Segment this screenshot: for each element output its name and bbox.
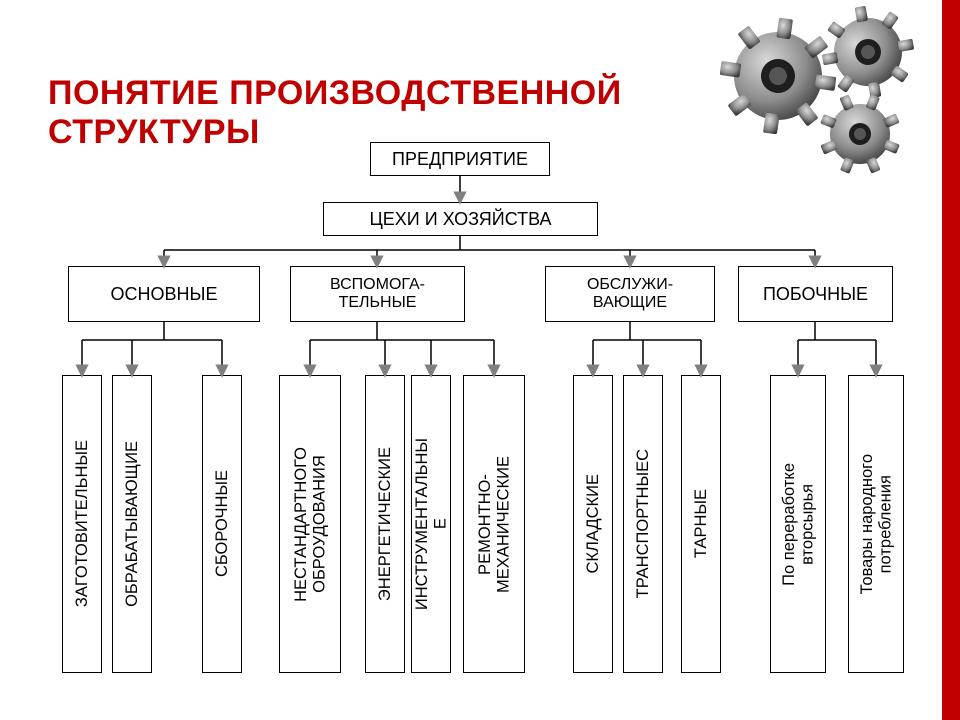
page-title: ПОНЯТИЕ ПРОИЗВОДСТВЕННОЙ СТРУКТУРЫ (48, 74, 688, 152)
leaf-12: Товары народного потребления (848, 375, 904, 673)
leaf-4: НЕСТАНДАРТНОГО ОБРОУДОВАНИЯ (279, 375, 341, 673)
leaf-11: По переработке вторсырья (770, 375, 826, 673)
leaf-7: РЕМОНТНО- МЕХАНИЧЕСКИЕ (463, 375, 525, 673)
leaf-6: ИНСТРУМЕНТАЛЬНЫ Е (411, 375, 451, 673)
leaf-10: ТАРНЫЕ (681, 375, 721, 673)
leaf-9: ТРАНСПОРТНЫЕС (623, 375, 663, 673)
gears-icon (720, 6, 930, 181)
leaf-2: ОБРАБАТЫВАЮЩИЕ (112, 375, 152, 673)
node-level1: ЦЕХИ И ХОЗЯЙСТВА (323, 202, 598, 236)
leaf-5: ЭНЕРГЕТИЧЕСКИЕ (365, 375, 405, 673)
node-root: ПРЕДПРИЯТИЕ (370, 142, 550, 176)
leaf-1: ЗАГОТОВИТЕЛЬНЫЕ (62, 375, 102, 673)
node-group-2: ВСПОМОГА- ТЕЛЬНЫЕ (290, 266, 465, 322)
leaf-3: СБОРОЧНЫЕ (202, 375, 242, 673)
node-group-3: ОБСЛУЖИ- ВАЮЩИЕ (545, 266, 715, 322)
leaf-8: СКЛАДСКИЕ (573, 375, 613, 673)
node-group-1: ОСНОВНЫЕ (68, 266, 260, 322)
node-group-4: ПОБОЧНЫЕ (738, 266, 893, 322)
accent-bar (942, 0, 960, 720)
